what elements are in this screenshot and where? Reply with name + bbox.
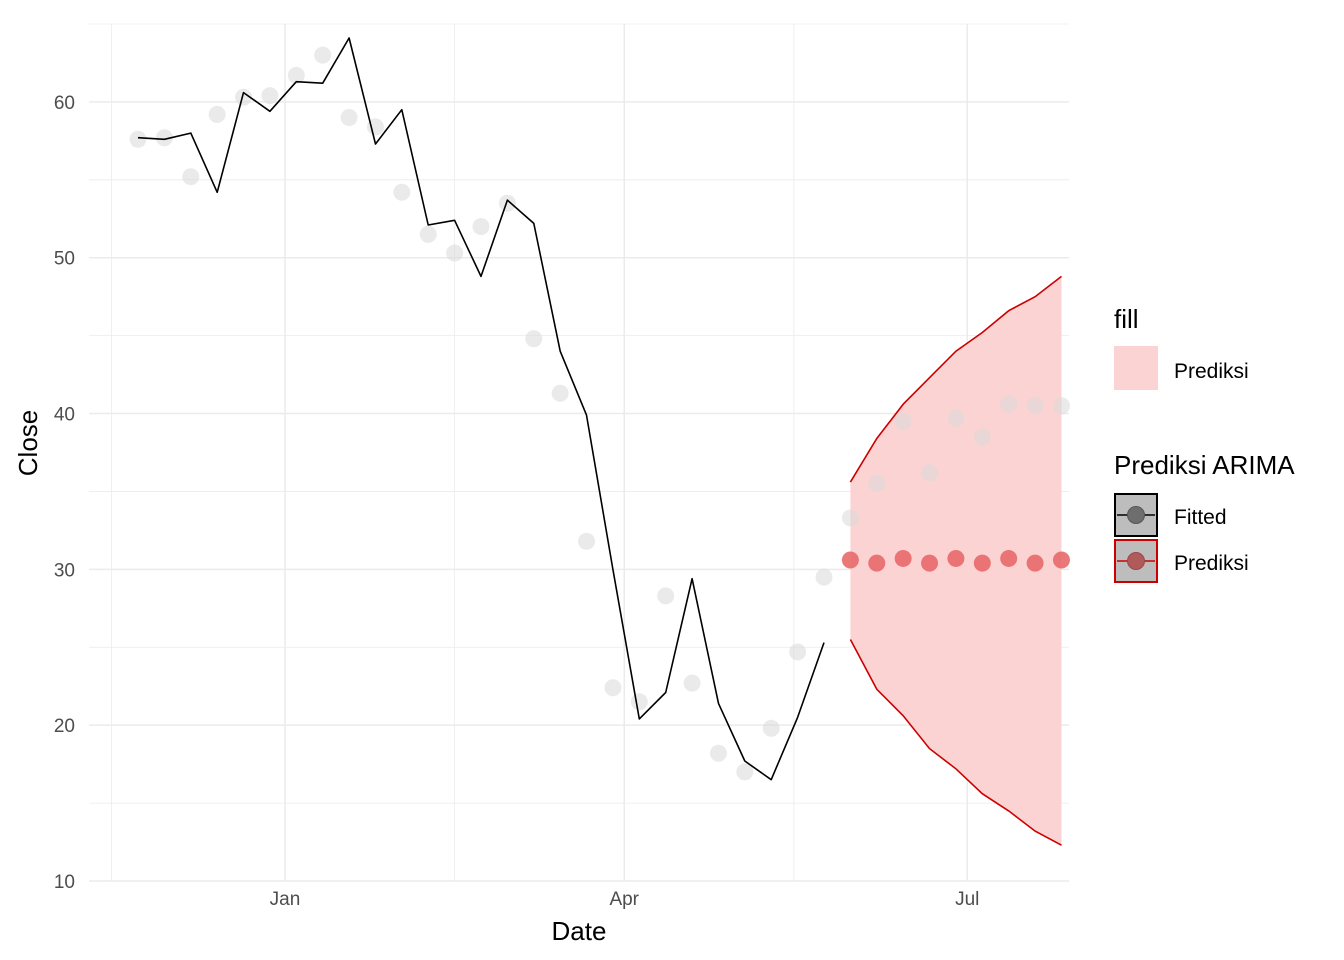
y-tick-label: 10 (54, 872, 75, 893)
legend-arima-title: Prediksi ARIMA (1114, 450, 1295, 480)
legend-fill-title: fill (1114, 304, 1139, 334)
legend-fill-key (1114, 346, 1158, 390)
actual-point (340, 108, 358, 126)
y-tick-label: 50 (54, 249, 75, 270)
actual-point (789, 643, 807, 661)
actual-point (182, 168, 200, 186)
actual-point (947, 409, 965, 427)
actual-point (446, 244, 464, 262)
fitted-line (137, 37, 825, 781)
actual-point (472, 218, 490, 236)
actual-point (868, 475, 886, 493)
actual-point (261, 87, 279, 105)
forecast-bound-lines (849, 275, 1062, 846)
actual-point (129, 130, 147, 148)
fitted-line-layer (137, 37, 825, 781)
actual-point (287, 66, 305, 84)
actual-point (921, 464, 939, 482)
actual-point (235, 88, 253, 106)
forecast-point (973, 554, 991, 572)
actual-point (366, 118, 384, 136)
forecast-point (894, 549, 912, 567)
actual-point (578, 532, 596, 550)
actual-point (1000, 395, 1018, 413)
forecast-point (868, 554, 886, 572)
x-axis-ticks: Jan Apr Jul (270, 889, 980, 910)
actual-point (208, 105, 226, 123)
legend-fill-label: Prediksi (1174, 360, 1249, 383)
forecast-point (841, 551, 859, 569)
y-axis-title: Close (13, 410, 43, 476)
actual-point (736, 763, 754, 781)
legend-fitted-dot (1127, 506, 1145, 524)
x-tick-label: Jul (955, 889, 979, 910)
forecast-point (947, 549, 965, 567)
forecast-point (921, 554, 939, 572)
legend-fitted-label: Fitted (1174, 506, 1227, 529)
actual-point (973, 428, 991, 446)
actual-point (815, 568, 833, 586)
y-tick-label: 20 (54, 716, 75, 737)
actual-point (498, 194, 516, 212)
legend-arima: Prediksi ARIMA Fitted Prediksi (1114, 450, 1295, 583)
actual-point (657, 587, 675, 605)
legend-fill: fill Prediksi (1114, 304, 1249, 390)
forecast-lower-line (849, 639, 1062, 846)
actual-point (630, 693, 648, 711)
actual-point (525, 330, 543, 348)
actual-point (1052, 397, 1070, 415)
actual-point (393, 183, 411, 201)
legend-prediksi-dot (1127, 552, 1145, 570)
forecast-points (841, 549, 1070, 572)
actual-point (762, 719, 780, 737)
actual-point (314, 46, 332, 64)
actual-point (894, 412, 912, 430)
x-tick-label: Jan (270, 889, 301, 910)
y-axis-ticks: 10 20 30 40 50 60 (54, 93, 75, 893)
actual-point (155, 129, 173, 147)
forecast-point (1000, 549, 1018, 567)
actual-points-overlay (1026, 397, 1070, 415)
y-tick-label: 40 (54, 405, 75, 426)
actual-point (841, 509, 859, 527)
actual-point (419, 225, 437, 243)
legend-prediksi-label: Prediksi (1174, 552, 1249, 575)
forecast-point (1026, 554, 1044, 572)
actual-point (709, 744, 727, 762)
y-tick-label: 30 (54, 560, 75, 581)
x-axis-title: Date (552, 916, 607, 946)
y-tick-label: 60 (54, 93, 75, 114)
actual-point (551, 384, 569, 402)
x-tick-label: Apr (609, 889, 639, 910)
actual-points (129, 46, 1018, 781)
actual-point (1026, 397, 1044, 415)
actual-point (683, 674, 701, 692)
forecast-point (1052, 551, 1070, 569)
forecast-upper-line (849, 275, 1062, 483)
actual-point (604, 679, 622, 697)
